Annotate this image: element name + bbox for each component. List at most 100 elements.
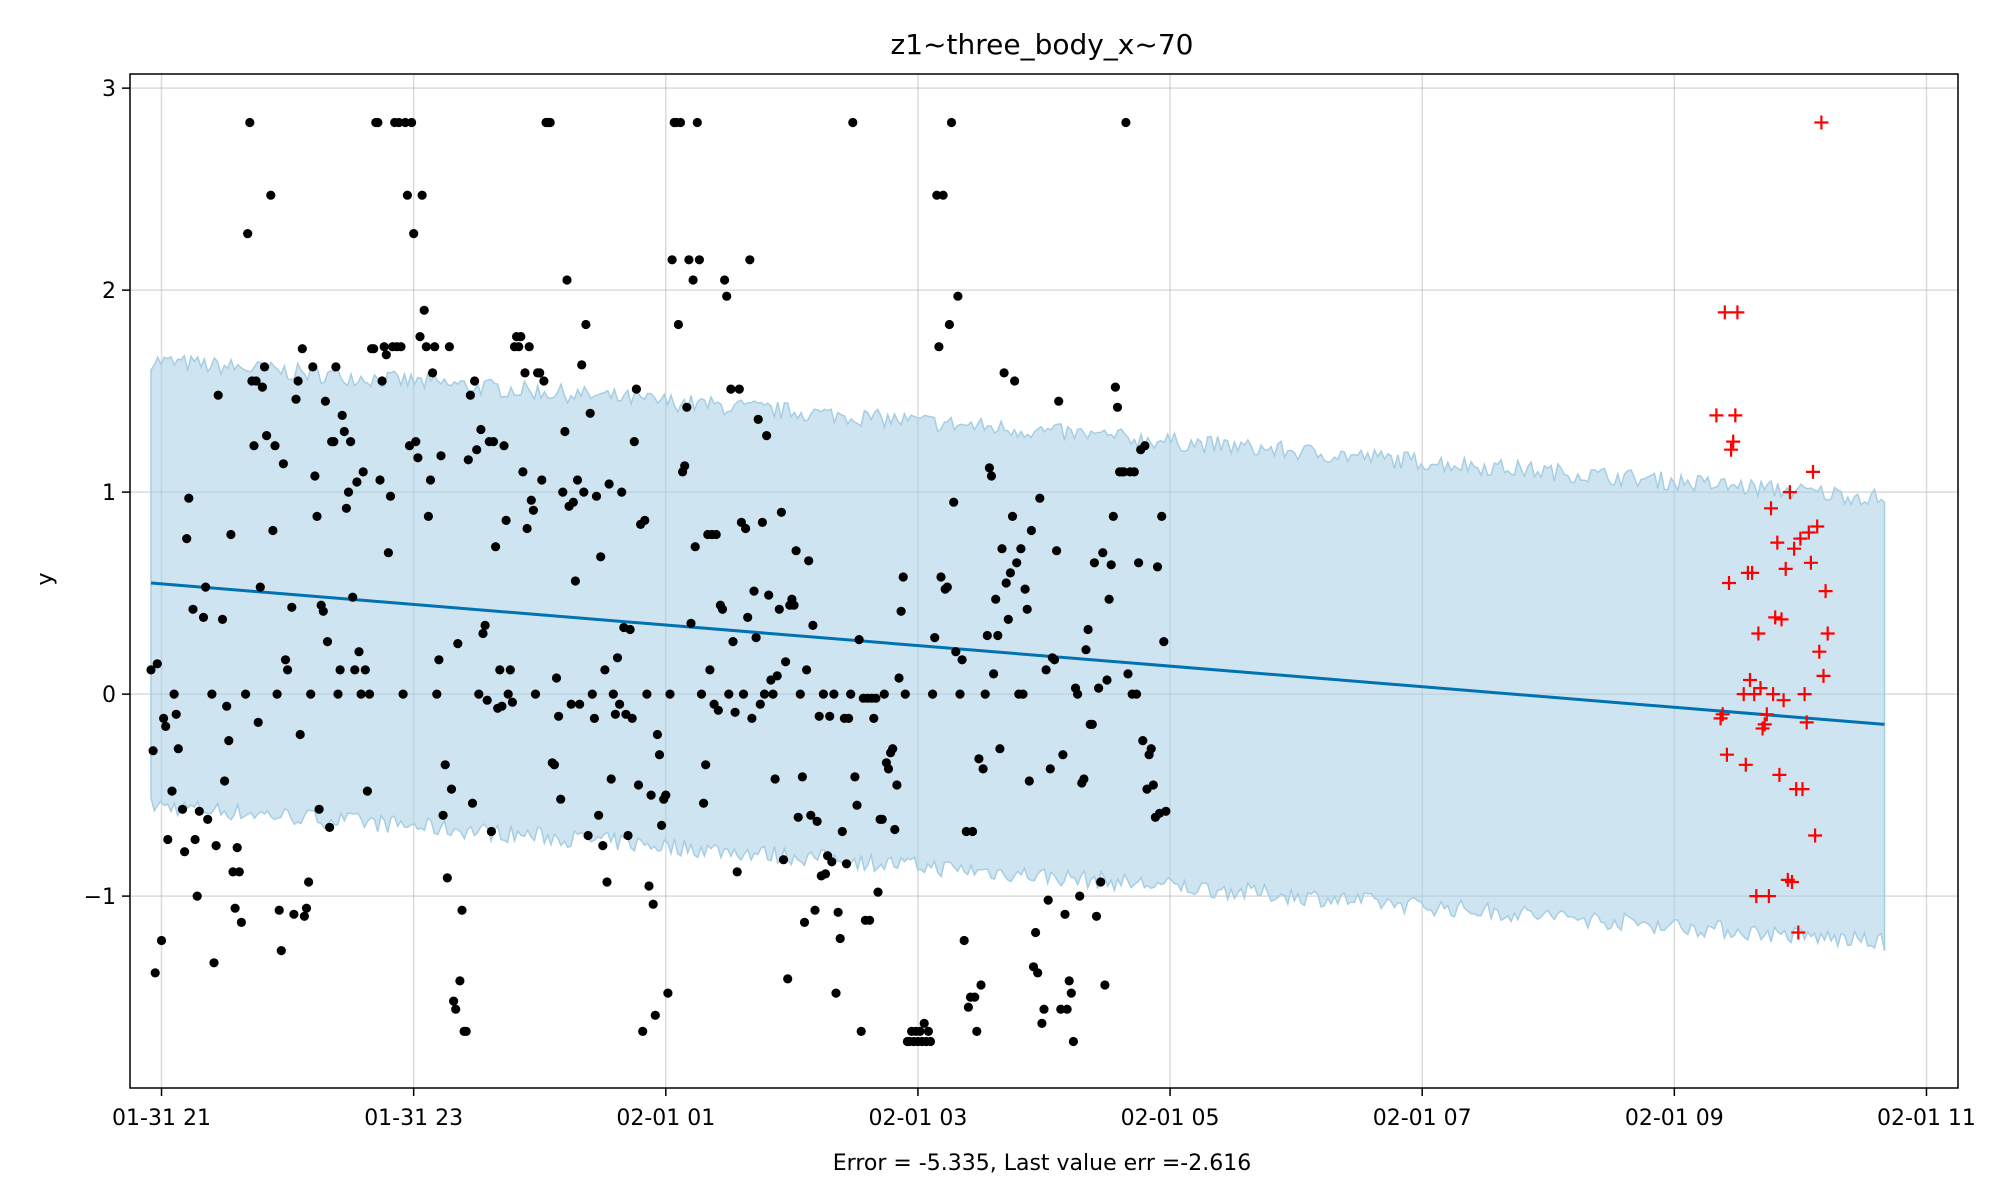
observed-point xyxy=(299,911,309,921)
observed-point xyxy=(1064,976,1074,986)
observed-point xyxy=(1108,511,1118,521)
observed-point xyxy=(276,946,286,956)
observed-point xyxy=(1146,744,1156,754)
observed-point xyxy=(232,843,242,853)
observed-point xyxy=(505,665,515,675)
observed-point xyxy=(774,604,784,614)
observed-point xyxy=(1102,675,1112,685)
observed-point xyxy=(409,229,419,239)
observed-point xyxy=(236,917,246,928)
observed-point xyxy=(514,342,524,352)
observed-point xyxy=(280,655,291,665)
observed-point xyxy=(684,255,694,265)
observed-point xyxy=(266,190,276,200)
observed-point xyxy=(865,915,875,925)
observed-point xyxy=(734,384,744,394)
future-point xyxy=(1770,535,1785,550)
observed-point xyxy=(682,402,692,412)
observed-point xyxy=(478,628,488,639)
observed-point xyxy=(925,1036,936,1047)
observed-point xyxy=(400,117,410,128)
observed-point xyxy=(827,857,837,867)
observed-point xyxy=(245,117,255,128)
observed-point xyxy=(976,980,986,990)
observed-point xyxy=(1016,544,1026,554)
observed-point xyxy=(869,713,879,724)
observed-point xyxy=(951,647,961,657)
observed-point xyxy=(680,461,690,471)
observed-point xyxy=(675,117,686,128)
observed-point xyxy=(1039,1004,1049,1014)
future-point xyxy=(1791,925,1806,940)
observed-point xyxy=(146,665,156,675)
x-tick-label: 02-01 05 xyxy=(1121,1106,1220,1131)
observed-point xyxy=(1026,525,1036,536)
observed-point xyxy=(600,665,610,675)
observed-point xyxy=(610,709,621,719)
observed-point xyxy=(230,903,240,913)
observed-point xyxy=(652,729,663,740)
future-point xyxy=(1749,889,1764,904)
observed-point xyxy=(184,493,194,503)
observed-point xyxy=(722,291,732,301)
observed-point xyxy=(339,426,349,437)
observed-point xyxy=(1068,1036,1078,1047)
future-point xyxy=(1776,693,1791,708)
observed-point xyxy=(1081,645,1091,655)
observed-point xyxy=(301,903,312,913)
observed-point xyxy=(883,764,894,774)
observed-point xyxy=(753,414,763,424)
observed-point xyxy=(177,804,188,814)
observed-point xyxy=(291,394,301,404)
observed-point xyxy=(1106,560,1116,570)
observed-point xyxy=(430,342,440,352)
future-point xyxy=(1785,875,1799,889)
observed-point xyxy=(211,841,221,851)
observed-point xyxy=(1123,669,1133,679)
observed-point xyxy=(1140,441,1150,451)
observed-point xyxy=(1066,988,1076,998)
observed-point xyxy=(407,117,417,128)
observed-point xyxy=(1089,558,1099,568)
observed-point xyxy=(879,689,889,699)
observed-point xyxy=(888,744,898,754)
observed-point xyxy=(789,600,799,610)
observed-point xyxy=(188,604,198,614)
observed-point xyxy=(934,342,944,352)
observed-point xyxy=(757,517,768,528)
observed-point xyxy=(436,451,446,461)
observed-point xyxy=(644,881,654,891)
observed-point xyxy=(938,190,948,200)
observed-point xyxy=(491,542,501,552)
observed-point xyxy=(322,637,333,647)
observed-point xyxy=(764,590,774,600)
observed-point xyxy=(278,459,288,469)
future-point xyxy=(1778,561,1793,576)
y-tick-label: 1 xyxy=(102,481,116,506)
observed-point xyxy=(217,614,228,625)
observed-point xyxy=(362,786,372,796)
observed-point xyxy=(306,689,316,699)
observed-point xyxy=(575,699,585,709)
plot-frame xyxy=(129,73,1959,1089)
x-tick-label: 01-31 23 xyxy=(364,1106,463,1131)
future-point xyxy=(1820,626,1835,641)
observed-point xyxy=(501,515,511,526)
future-point xyxy=(1799,715,1814,730)
observed-point xyxy=(873,887,883,897)
observed-point xyxy=(528,505,539,515)
observed-point xyxy=(1096,877,1106,887)
observed-point xyxy=(1012,558,1022,568)
observed-point xyxy=(192,891,202,901)
observed-point xyxy=(923,1026,934,1036)
y-tick-label: 0 xyxy=(102,683,116,708)
x-tick-label: 01-31 21 xyxy=(112,1106,211,1131)
observed-point xyxy=(465,390,475,400)
observed-point xyxy=(455,976,465,986)
observed-point xyxy=(234,867,244,877)
future-point xyxy=(1787,541,1802,556)
observed-point xyxy=(890,824,900,835)
observed-point xyxy=(335,665,345,675)
observed-point xyxy=(159,713,169,724)
